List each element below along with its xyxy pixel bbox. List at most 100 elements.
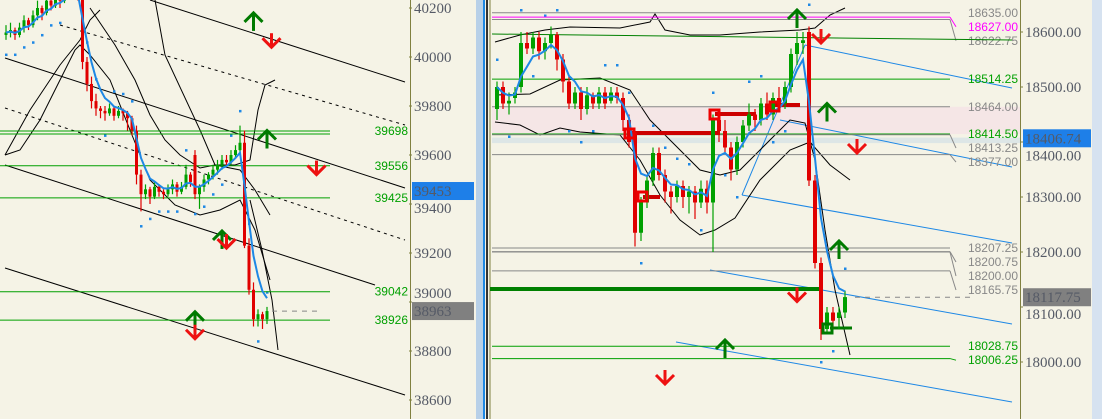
candle[interactable] [252, 282, 255, 327]
channel-line[interactable] [675, 341, 1013, 403]
arrow-down-icon[interactable] [306, 160, 327, 177]
candle[interactable] [238, 125, 242, 153]
candle[interactable] [573, 87, 577, 109]
marker-square[interactable] [768, 100, 781, 113]
candle[interactable] [4, 25, 8, 40]
candle[interactable] [31, 10, 35, 28]
marker-square[interactable] [636, 190, 649, 203]
candle[interactable] [189, 172, 192, 187]
candle[interactable] [112, 106, 116, 121]
candle[interactable] [162, 189, 165, 200]
arrow-up-icon[interactable] [256, 128, 278, 149]
candle[interactable] [801, 32, 805, 54]
channel-line[interactable] [804, 44, 1013, 89]
candle[interactable] [837, 307, 841, 329]
channel-line[interactable] [779, 119, 1013, 168]
left-chart-area[interactable] [0, 0, 476, 419]
candle[interactable] [256, 309, 260, 327]
candle[interactable] [166, 184, 170, 197]
candle[interactable] [783, 81, 787, 110]
candle[interactable] [234, 145, 237, 158]
candle[interactable] [795, 32, 799, 65]
price-zone[interactable] [492, 137, 1020, 144]
candle[interactable] [27, 17, 30, 31]
price-zone[interactable] [492, 106, 1020, 135]
candle[interactable] [501, 81, 505, 110]
arrow-up-icon[interactable] [816, 101, 838, 122]
marker-square-green[interactable] [821, 322, 834, 335]
candle[interactable] [639, 197, 643, 241]
candle[interactable] [825, 307, 829, 335]
right-scrollbar[interactable] [1092, 0, 1102, 419]
candle[interactable] [525, 32, 529, 54]
panel-scrollbar[interactable] [476, 0, 484, 419]
candle[interactable] [153, 181, 156, 200]
marker-square[interactable] [708, 108, 721, 121]
candle[interactable] [99, 106, 102, 119]
candle[interactable] [771, 92, 775, 121]
candle[interactable] [681, 180, 685, 209]
channel-line[interactable] [4, 164, 376, 286]
candle[interactable] [81, 0, 84, 70]
candle[interactable] [148, 186, 152, 204]
candle[interactable] [723, 120, 727, 153]
candle[interactable] [579, 87, 583, 120]
candle[interactable] [247, 238, 251, 295]
channel-line[interactable] [709, 269, 1013, 325]
channel-line[interactable] [741, 194, 1013, 244]
candle[interactable] [40, 5, 44, 21]
candle[interactable] [108, 103, 111, 116]
candle[interactable] [144, 184, 147, 200]
marker-square[interactable] [623, 127, 636, 140]
arrow-down-icon[interactable] [261, 33, 282, 50]
candle[interactable] [90, 76, 93, 109]
candle[interactable] [843, 290, 847, 319]
candle[interactable] [699, 180, 703, 209]
candle[interactable] [198, 184, 201, 209]
candle[interactable] [94, 93, 98, 116]
candle[interactable] [819, 257, 823, 341]
candle[interactable] [633, 131, 637, 247]
channel-midline[interactable] [4, 107, 406, 241]
candle[interactable] [157, 184, 161, 197]
arrow-down-icon[interactable] [184, 324, 206, 341]
arrow-down-icon[interactable] [810, 29, 832, 46]
candle[interactable] [813, 175, 817, 269]
candle[interactable] [103, 106, 107, 121]
candle[interactable] [711, 114, 715, 253]
candle[interactable] [591, 92, 595, 110]
arrow-up-icon[interactable] [828, 238, 850, 259]
arrow-up-icon[interactable] [714, 337, 736, 358]
candle[interactable] [567, 76, 571, 109]
candle[interactable] [747, 103, 751, 132]
candle[interactable] [615, 87, 619, 104]
arrow-down-icon[interactable] [786, 287, 808, 304]
candle[interactable] [265, 306, 269, 325]
arrow-down-icon[interactable] [846, 139, 868, 156]
candle[interactable] [621, 92, 625, 132]
candle[interactable] [531, 32, 535, 54]
candle[interactable] [184, 164, 188, 190]
candle[interactable] [735, 136, 739, 176]
candle[interactable] [193, 150, 197, 200]
candle[interactable] [597, 87, 601, 109]
candle[interactable] [693, 186, 697, 219]
candle[interactable] [669, 186, 673, 214]
candle[interactable] [139, 169, 143, 212]
arrow-up-icon[interactable] [243, 10, 264, 31]
candle[interactable] [543, 37, 547, 60]
candle[interactable] [58, 0, 62, 8]
arrow-down-icon[interactable] [216, 234, 237, 251]
candle[interactable] [519, 32, 523, 93]
candle[interactable] [663, 169, 667, 203]
candle[interactable] [657, 147, 661, 181]
arrow-up-icon[interactable] [786, 7, 808, 28]
candle[interactable] [22, 15, 26, 33]
arrow-down-icon[interactable] [654, 370, 676, 387]
candle[interactable] [85, 57, 89, 92]
candle[interactable] [651, 147, 655, 187]
channel-line[interactable] [4, 267, 406, 396]
channel-line[interactable] [4, 57, 406, 189]
candle[interactable] [261, 311, 264, 329]
trendline-green[interactable] [491, 33, 1013, 41]
